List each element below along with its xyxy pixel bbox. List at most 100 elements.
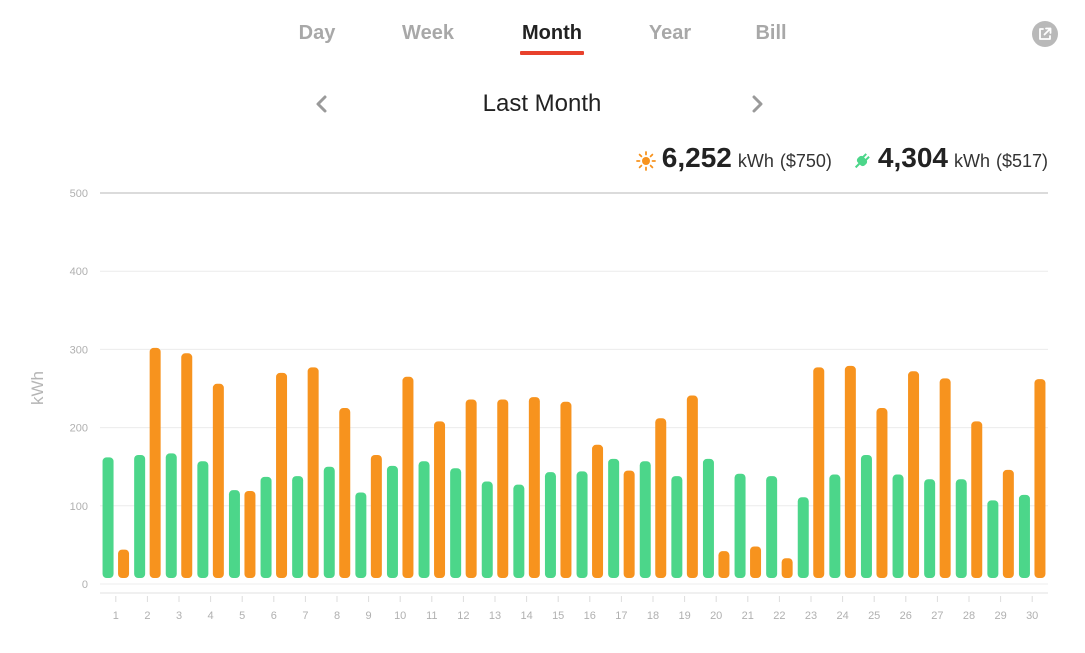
bar-grid-day-2[interactable] (134, 454, 146, 578)
bar-grid-day-22[interactable] (766, 476, 778, 578)
chevron-left-icon[interactable] (310, 92, 334, 116)
bar-grid-day-3[interactable] (165, 453, 177, 578)
x-tick-label: 23 (805, 610, 817, 622)
x-tick-label: 12 (457, 610, 469, 622)
bar-grid-day-25[interactable] (860, 454, 872, 578)
x-tick-label: 2 (144, 610, 150, 622)
bar-solar-day-30[interactable] (1034, 379, 1046, 578)
bar-solar-day-17[interactable] (623, 470, 635, 578)
bar-grid-day-21[interactable] (734, 473, 746, 578)
x-tick-label: 29 (994, 610, 1006, 622)
solar-total-unit: kWh (737, 151, 774, 171)
x-tick-label: 1 (113, 610, 119, 622)
period-navigator: Last Month (0, 88, 1085, 124)
bar-solar-day-26[interactable] (908, 371, 920, 578)
x-tick-label: 7 (302, 610, 308, 622)
bar-solar-day-8[interactable] (339, 408, 351, 578)
bar-solar-day-21[interactable] (750, 546, 762, 578)
y-tick-label: 400 (70, 266, 88, 278)
bar-grid-day-26[interactable] (892, 474, 904, 578)
x-tick-label: 17 (615, 610, 627, 622)
bar-solar-day-23[interactable] (813, 367, 825, 578)
x-tick-label: 28 (963, 610, 975, 622)
grid-total-cost: ($517) (995, 151, 1048, 171)
bar-grid-day-9[interactable] (355, 492, 367, 578)
bar-grid-day-30[interactable] (1018, 494, 1030, 578)
bar-solar-day-14[interactable] (528, 397, 540, 578)
x-tick-label: 21 (742, 610, 754, 622)
bar-solar-day-27[interactable] (939, 378, 951, 578)
bar-solar-day-20[interactable] (718, 551, 730, 578)
x-tick-label: 20 (710, 610, 722, 622)
bar-solar-day-19[interactable] (686, 395, 698, 578)
bar-solar-day-16[interactable] (592, 444, 604, 578)
x-tick-label: 11 (426, 610, 437, 622)
bar-grid-day-27[interactable] (924, 479, 936, 578)
x-tick-label: 30 (1026, 610, 1038, 622)
bar-solar-day-3[interactable] (181, 353, 193, 578)
bar-solar-day-5[interactable] (244, 490, 256, 578)
bar-solar-day-7[interactable] (307, 367, 319, 578)
bar-grid-day-28[interactable] (955, 479, 967, 578)
period-title: Last Month (482, 90, 602, 117)
grid-total-value: 4,304 (877, 142, 948, 173)
bar-grid-day-23[interactable] (797, 497, 809, 578)
share-button[interactable] (1032, 21, 1058, 47)
bar-grid-day-14[interactable] (513, 484, 525, 578)
plug-icon (854, 153, 870, 169)
bar-grid-day-8[interactable] (323, 466, 335, 578)
bar-grid-day-16[interactable] (576, 471, 588, 578)
bar-solar-day-9[interactable] (370, 454, 382, 578)
share-external-icon (1039, 27, 1052, 40)
bar-solar-day-24[interactable] (844, 365, 856, 578)
y-tick-label: 100 (70, 501, 88, 513)
bar-solar-day-25[interactable] (876, 408, 888, 578)
bar-grid-day-7[interactable] (292, 476, 304, 578)
bar-grid-day-4[interactable] (197, 461, 209, 578)
bar-solar-day-4[interactable] (212, 383, 224, 578)
sun-icon (635, 151, 656, 171)
bar-grid-day-10[interactable] (386, 465, 398, 578)
chevron-right-icon[interactable] (745, 92, 769, 116)
bar-grid-day-20[interactable] (702, 458, 714, 578)
bar-grid-day-18[interactable] (639, 461, 651, 578)
bar-grid-day-13[interactable] (481, 481, 493, 578)
x-tick-label: 26 (900, 610, 912, 622)
bar-solar-day-28[interactable] (971, 421, 983, 578)
bar-grid-day-17[interactable] (608, 458, 620, 578)
solar-total-value: 6,252 (661, 142, 732, 173)
bar-solar-day-15[interactable] (560, 401, 572, 578)
x-tick-label: 10 (394, 610, 406, 622)
y-tick-label: 500 (70, 188, 88, 200)
bar-solar-day-11[interactable] (434, 421, 446, 578)
bar-solar-day-22[interactable] (781, 558, 793, 578)
x-tick-label: 18 (647, 610, 659, 622)
bar-grid-day-12[interactable] (450, 468, 462, 578)
bar-solar-day-29[interactable] (1002, 469, 1014, 578)
bar-grid-day-5[interactable] (228, 490, 240, 578)
bar-solar-day-10[interactable] (402, 376, 414, 578)
tab-bill[interactable]: Bill (755, 22, 787, 44)
bar-solar-day-12[interactable] (465, 399, 477, 578)
bar-solar-day-2[interactable] (149, 347, 161, 578)
bar-grid-day-1[interactable] (102, 457, 114, 578)
tab-year[interactable]: Year (648, 22, 692, 44)
tab-day[interactable]: Day (298, 22, 336, 44)
x-tick-label: 8 (334, 610, 340, 622)
x-tick-label: 27 (931, 610, 943, 622)
tab-month[interactable]: Month (520, 22, 584, 55)
bar-grid-day-6[interactable] (260, 476, 272, 578)
x-tick-label: 9 (366, 610, 372, 622)
bar-grid-day-15[interactable] (544, 472, 556, 578)
bar-grid-day-11[interactable] (418, 461, 430, 578)
tab-week[interactable]: Week (402, 22, 454, 44)
bar-grid-day-29[interactable] (987, 500, 999, 578)
bar-solar-day-1[interactable] (118, 549, 130, 578)
bar-grid-day-24[interactable] (829, 474, 841, 578)
x-tick-label: 16 (584, 610, 596, 622)
bar-solar-day-6[interactable] (276, 372, 288, 578)
y-tick-label: 200 (70, 423, 88, 435)
bar-grid-day-19[interactable] (671, 476, 683, 578)
bar-solar-day-18[interactable] (655, 418, 667, 578)
bar-solar-day-13[interactable] (497, 399, 509, 578)
